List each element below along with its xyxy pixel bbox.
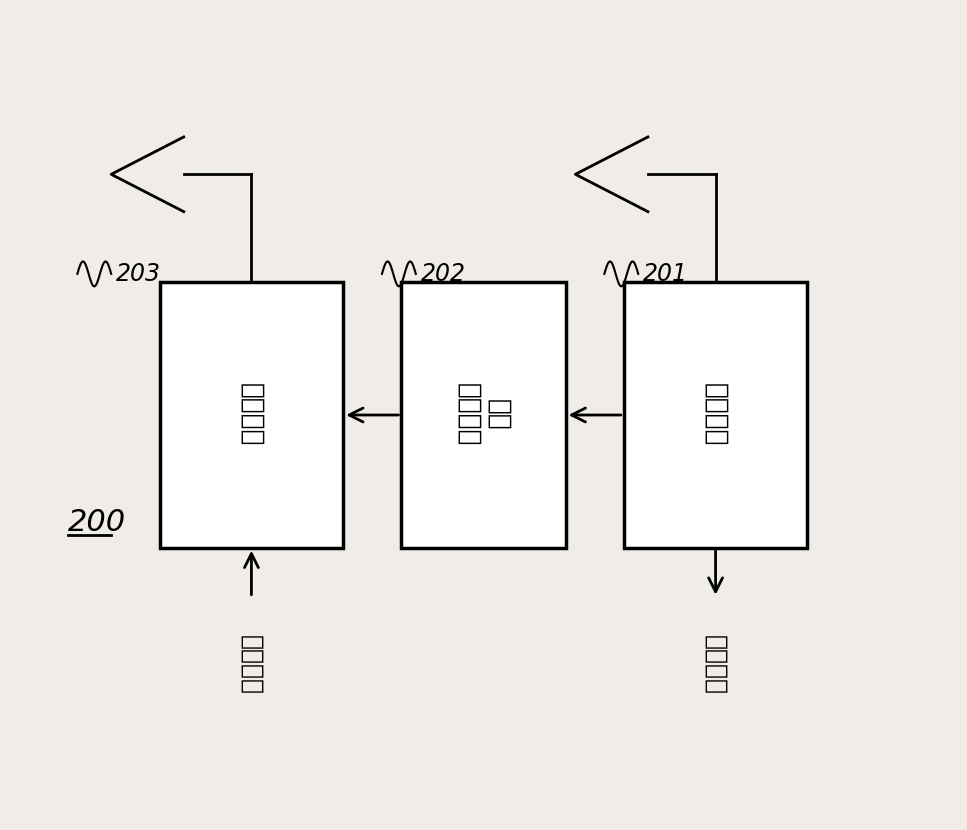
Text: 201: 201 [643,262,689,286]
Text: 发送
控制单元: 发送 控制单元 [455,383,512,447]
Text: 接收数据: 接收数据 [704,635,727,695]
Bar [401,282,566,548]
Text: 202: 202 [421,262,466,286]
Bar [160,282,343,548]
Text: 发送数据: 发送数据 [240,635,263,695]
Text: 发送单元: 发送单元 [239,383,264,447]
Text: 接收单元: 接收单元 [703,383,728,447]
Bar [624,282,807,548]
Text: 203: 203 [116,262,161,286]
Text: 200: 200 [68,509,126,537]
